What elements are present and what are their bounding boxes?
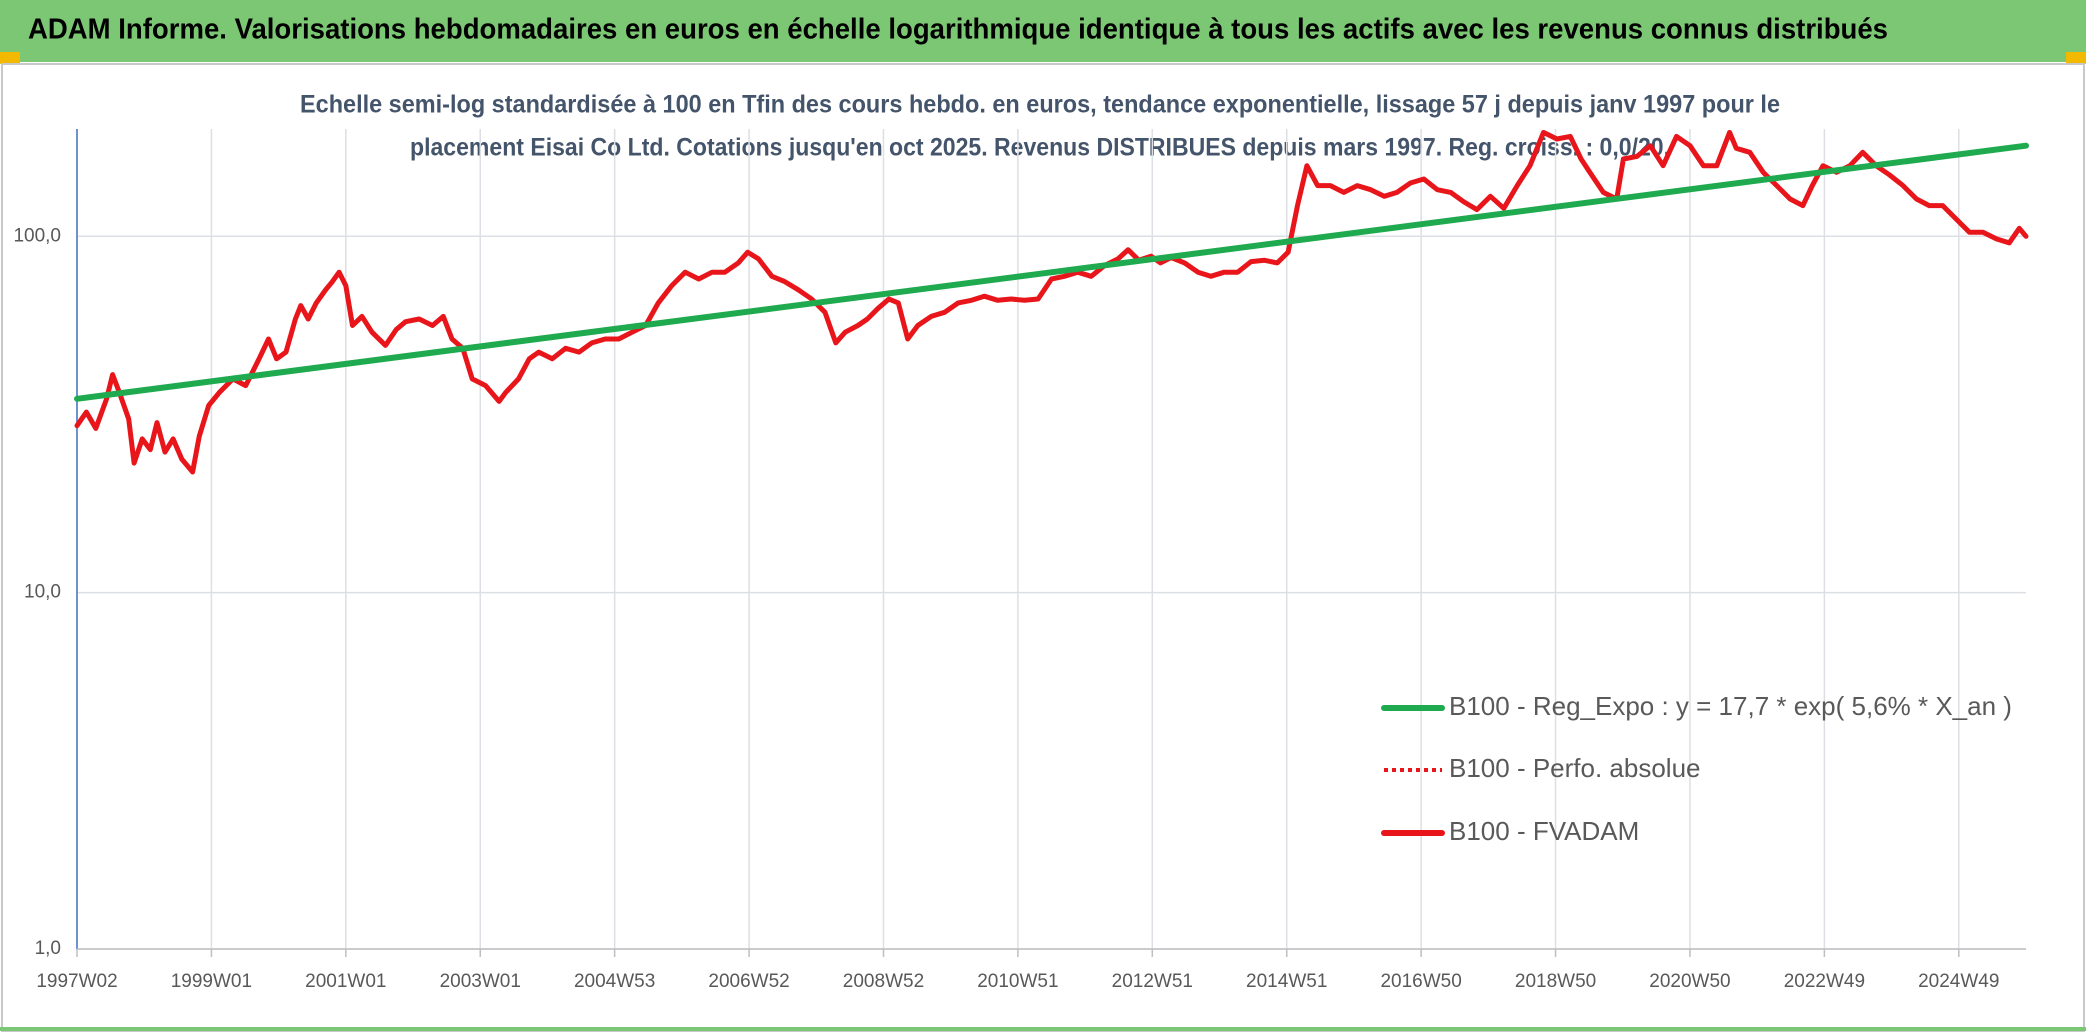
- x-tick-label: 2018W50: [1515, 971, 1596, 992]
- x-tick-label: 2006W52: [708, 971, 789, 992]
- legend-label: B100 - Reg_Expo : y = 17,7 * exp( 5,6% *…: [1449, 691, 2012, 721]
- x-tick-label: 2001W01: [305, 971, 386, 992]
- x-tick-label: 2014W51: [1246, 971, 1327, 992]
- subtitle: placement Eisai Co Ltd. Cotations jusqu'…: [410, 134, 1670, 162]
- legend-label: B100 - FVADAM: [1449, 816, 1639, 846]
- x-tick-label: 2020W50: [1649, 971, 1730, 992]
- x-tick-label: 2008W52: [843, 971, 924, 992]
- header-title: ADAM Informe. Valorisations hebdomadaire…: [28, 14, 1888, 46]
- corner-left: [0, 52, 20, 64]
- y-tick-label: 10,0: [24, 582, 61, 603]
- legend-label: B100 - Perfo. absolue: [1449, 753, 1701, 783]
- data-line: [74, 142, 2029, 402]
- x-tick-label: 2016W50: [1380, 971, 1461, 992]
- x-tick-label: 2012W51: [1112, 971, 1193, 992]
- subtitle: Echelle semi-log standardisée à 100 en T…: [300, 91, 1780, 119]
- x-tick-label: 1999W01: [171, 971, 252, 992]
- y-tick-label: 1,0: [35, 938, 61, 959]
- x-tick-label: 2010W51: [977, 971, 1058, 992]
- header-bar: [0, 0, 2086, 62]
- data-line: [74, 129, 2029, 475]
- x-tick-label: 2003W01: [440, 971, 521, 992]
- x-tick-label: 1997W02: [36, 971, 117, 992]
- corner-right: [2066, 52, 2086, 64]
- y-tick-label: 100,0: [13, 225, 61, 246]
- x-tick-label: 2004W53: [574, 971, 655, 992]
- x-tick-label: 2022W49: [1784, 971, 1865, 992]
- x-tick-label: 2024W49: [1918, 971, 1999, 992]
